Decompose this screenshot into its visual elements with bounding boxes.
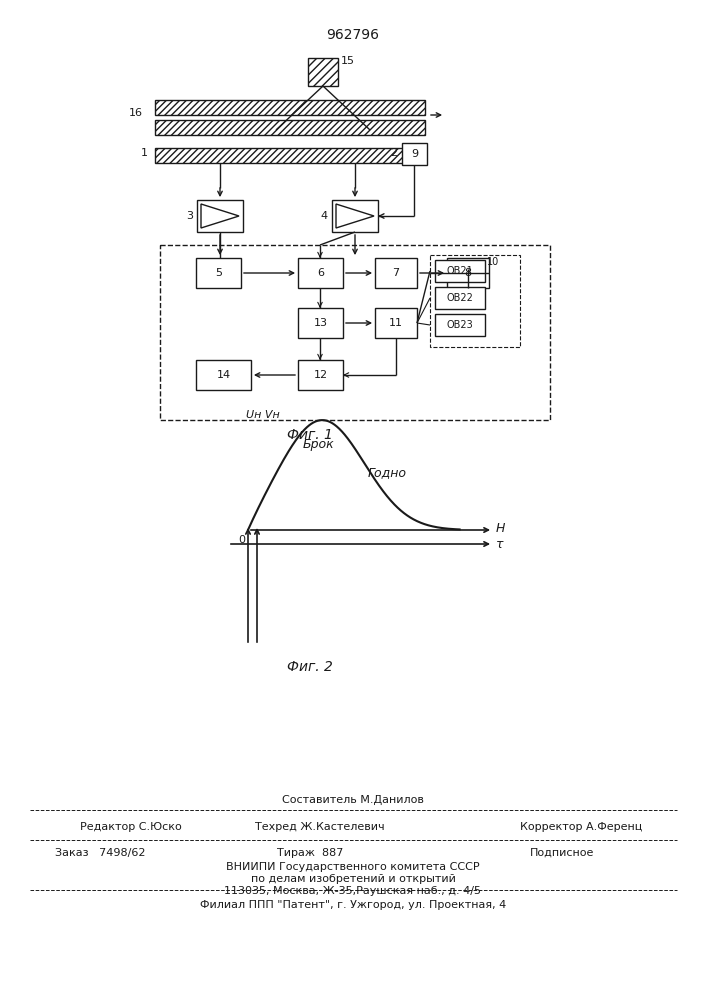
Text: Филиал ППП "Патент", г. Ужгород, ул. Проектная, 4: Филиал ППП "Патент", г. Ужгород, ул. Про…: [200, 900, 506, 910]
Text: Фиг. 2: Фиг. 2: [287, 660, 333, 674]
Text: 6: 6: [317, 268, 324, 278]
Bar: [197, 200, 243, 232]
Text: 0: 0: [238, 535, 245, 545]
Text: τ: τ: [496, 538, 503, 550]
Bar: [447, 258, 489, 288]
Text: Uн Vн: Uн Vн: [246, 410, 280, 420]
Text: 14: 14: [216, 370, 230, 380]
Text: Редактор С.Юско: Редактор С.Юско: [80, 822, 182, 832]
Text: по делам изобретений и открытий: по делам изобретений и открытий: [250, 874, 455, 884]
Bar: [196, 258, 241, 288]
Text: Составитель М.Данилов: Составитель М.Данилов: [282, 795, 424, 805]
Text: Заказ   7498/62: Заказ 7498/62: [55, 848, 146, 858]
Text: 5: 5: [215, 268, 222, 278]
Bar: [430, 255, 520, 347]
Text: 4: 4: [321, 211, 328, 221]
Text: ОВ21: ОВ21: [447, 266, 474, 276]
Bar: [375, 308, 417, 338]
Text: Подписное: Подписное: [530, 848, 595, 858]
Text: Фиг. 1: Фиг. 1: [287, 428, 333, 442]
Text: ОВ23: ОВ23: [447, 320, 474, 330]
Text: 15: 15: [341, 56, 355, 66]
Text: 3: 3: [186, 211, 193, 221]
Bar: [155, 120, 425, 135]
Text: 113035, Москва, Ж-35,Раушская наб., д. 4/5: 113035, Москва, Ж-35,Раушская наб., д. 4…: [225, 886, 481, 896]
Bar: [435, 287, 485, 309]
Text: 12: 12: [313, 370, 327, 380]
Text: 16: 16: [129, 108, 143, 118]
Text: ВНИИПИ Государственного комитета СССР: ВНИИПИ Государственного комитета СССР: [226, 862, 480, 872]
Bar: [435, 260, 485, 282]
Bar: [402, 143, 427, 165]
Text: 2: 2: [390, 148, 397, 158]
Bar: [298, 360, 343, 390]
Bar: [155, 148, 425, 163]
Text: Техред Ж.Кастелевич: Техред Ж.Кастелевич: [255, 822, 385, 832]
Text: Тираж  887: Тираж 887: [277, 848, 343, 858]
Text: 11: 11: [389, 318, 403, 328]
Text: 7: 7: [392, 268, 399, 278]
Text: H: H: [496, 522, 506, 534]
Text: Корректор А.Ференц: Корректор А.Ференц: [520, 822, 642, 832]
Text: Годно: Годно: [368, 466, 407, 479]
Text: 8: 8: [464, 268, 472, 278]
Bar: [308, 58, 338, 86]
Text: 9: 9: [411, 149, 418, 159]
Bar: [298, 258, 343, 288]
Bar: [298, 308, 343, 338]
Bar: [160, 245, 550, 420]
Bar: [375, 258, 417, 288]
Bar: [196, 360, 251, 390]
Text: 1: 1: [141, 148, 148, 158]
Text: 13: 13: [313, 318, 327, 328]
Bar: [155, 100, 425, 115]
Text: Брок: Брок: [303, 438, 334, 451]
Text: ОВ22: ОВ22: [447, 293, 474, 303]
Text: 10: 10: [487, 257, 499, 267]
Text: 962796: 962796: [327, 28, 380, 42]
Bar: [435, 314, 485, 336]
Bar: [332, 200, 378, 232]
